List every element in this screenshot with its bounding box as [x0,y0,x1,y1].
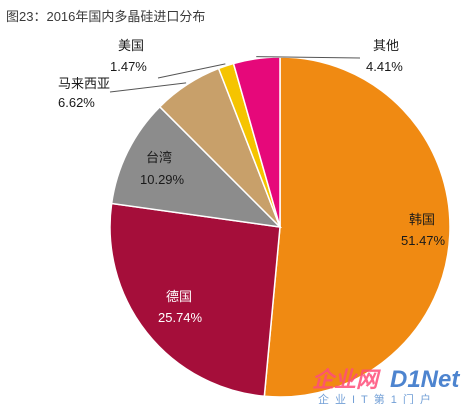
slice-name-other: 其他 [373,38,399,53]
slice-value-usa: 1.47% [110,59,147,74]
pie-slices [109,56,451,398]
watermark-logo-text: D1Net [390,366,460,393]
slice-value-other: 4.41% [366,59,403,74]
leader-line-other [256,56,361,59]
leader-lines [109,56,361,93]
svg-text:企业网: 企业网 [312,367,381,392]
leader-line-malaysia [109,82,187,93]
pie-slice-2 [110,105,283,229]
watermark-subtitle: 企业IT第1门户 [318,392,437,404]
leader-line-usa [157,63,226,79]
pie-slice-1 [109,202,281,398]
pie-slice-0 [263,56,451,398]
slice-value-germany: 25.74% [158,310,203,325]
watermark-logo: 企业网 D1Net 企业IT第1门户 [312,366,460,404]
slice-name-usa: 美国 [118,38,144,53]
slice-name-germany: 德国 [166,289,192,304]
slice-value-malaysia: 6.62% [58,95,95,110]
slice-value-korea: 51.47% [401,233,446,248]
slice-value-taiwan: 10.29% [140,172,185,187]
chart-title: 图23：2016年国内多晶硅进口分布 [6,9,206,24]
slice-name-taiwan: 台湾 [146,150,172,165]
slice-name-malaysia: 马来西亚 [58,76,110,91]
slice-name-korea: 韩国 [409,212,435,227]
